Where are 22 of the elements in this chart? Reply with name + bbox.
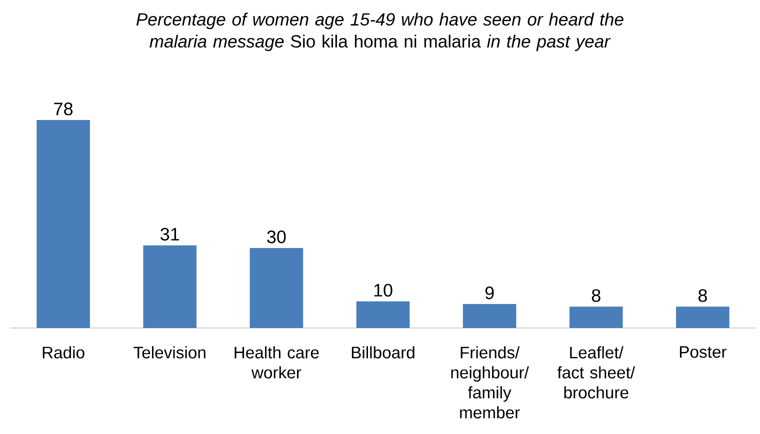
bar — [356, 301, 410, 328]
x-tick-label: Television — [134, 346, 206, 358]
x-tick-label: Health care worker — [234, 346, 319, 378]
data-label: 9 — [485, 286, 494, 300]
bar — [250, 248, 304, 328]
x-tick-label: Friends/ neighbour/ family member — [451, 346, 529, 418]
data-label: 8 — [698, 289, 707, 302]
bar — [676, 306, 730, 328]
data-label: 10 — [374, 284, 392, 297]
x-tick-label: Leaflet/ fact sheet/ brochure — [557, 346, 636, 398]
x-tick-label: Radio — [42, 346, 84, 358]
bar — [569, 306, 623, 328]
bar — [143, 245, 197, 328]
bar — [36, 120, 90, 328]
bar — [462, 304, 516, 328]
data-label: 31 — [160, 228, 179, 241]
data-label: 30 — [267, 230, 286, 244]
data-label: 8 — [592, 289, 600, 302]
data-label: 78 — [54, 102, 73, 116]
x-tick-label: Billboard — [352, 346, 414, 358]
x-tick-label: Poster — [680, 346, 727, 358]
chart-title: Percentage of women age 15-49 who have seen or heard the malaria message Sio kila homa ni malaria in the past year — [136, 12, 624, 52]
